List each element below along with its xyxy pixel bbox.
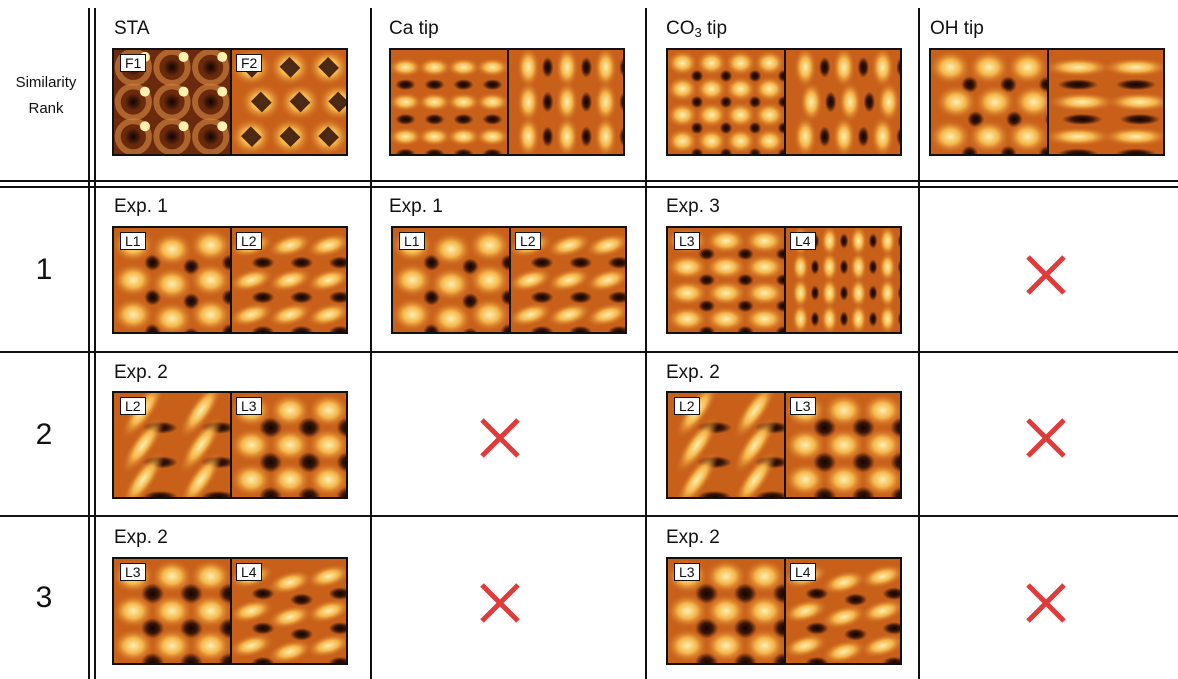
similarity-label-line-1: Similarity <box>15 74 77 91</box>
no-match-x-icon <box>480 418 520 458</box>
image-tag: L3 <box>790 397 816 415</box>
header-separator-a <box>0 180 1178 182</box>
image-tag: L2 <box>120 397 146 415</box>
experiment-image <box>786 228 900 332</box>
reference-image-pair-ca-tip <box>389 48 625 156</box>
reference-image-pair-oh-tip <box>929 48 1165 156</box>
reference-image-f2 <box>232 50 346 154</box>
image-tag: L2 <box>674 397 700 415</box>
experiment-label: Exp. 2 <box>114 527 168 548</box>
column-divider-2 <box>645 8 647 679</box>
experiment-image-pair: L2 L3 <box>666 391 902 499</box>
experiment-image-pair: L1 L2 <box>391 226 627 334</box>
experiment-image <box>114 393 230 497</box>
no-match-x-icon <box>1026 255 1066 295</box>
column-divider-1 <box>370 8 372 679</box>
reference-image-oh-left <box>931 50 1047 154</box>
reference-image-ca-left <box>391 50 507 154</box>
experiment-image-pair: L2 L3 <box>112 391 348 499</box>
image-tag: L2 <box>515 232 541 250</box>
image-tag: L3 <box>674 232 700 250</box>
experiment-label: Exp. 2 <box>114 362 168 383</box>
image-tag: L4 <box>790 232 816 250</box>
experiment-label: Exp. 2 <box>666 362 720 383</box>
row-separator-1 <box>0 351 1178 353</box>
column-title-ca-tip: Ca tip <box>389 18 439 39</box>
rank-column-divider-b <box>94 8 96 679</box>
reference-image-pair-sta: F1 F2 <box>112 48 348 156</box>
experiment-label: Exp. 1 <box>389 196 443 217</box>
reference-image-ca-right <box>509 50 623 154</box>
experiment-image <box>232 393 346 497</box>
image-tag: L3 <box>674 563 700 581</box>
image-tag: L4 <box>236 563 262 581</box>
rank-number-1: 1 <box>35 253 53 286</box>
column-title-oh-tip: OH tip <box>930 18 984 39</box>
column-divider-3 <box>918 8 920 679</box>
image-tag: L4 <box>790 563 816 581</box>
experiment-image <box>786 559 900 663</box>
experiment-image-pair: L1 L2 <box>112 226 348 334</box>
row-separator-2 <box>0 515 1178 517</box>
experiment-label: Exp. 2 <box>666 527 720 548</box>
image-tag: L1 <box>120 232 146 250</box>
no-match-x-icon <box>480 583 520 623</box>
no-match-x-icon <box>1026 418 1066 458</box>
image-tag: L2 <box>236 232 262 250</box>
rank-column-divider-a <box>88 8 90 679</box>
rank-number-2: 2 <box>35 418 53 451</box>
no-match-x-icon <box>1026 583 1066 623</box>
header-separator-b <box>0 186 1178 188</box>
column-title-sta: STA <box>114 18 150 39</box>
experiment-image <box>114 228 230 332</box>
reference-image-co3-left <box>668 50 784 154</box>
experiment-image-pair: L3 L4 <box>666 557 902 665</box>
image-tag: L3 <box>236 397 262 415</box>
reference-image-co3-right <box>786 50 900 154</box>
experiment-label: Exp. 1 <box>114 196 168 217</box>
image-tag: F2 <box>236 54 263 72</box>
image-tag: L1 <box>399 232 425 250</box>
image-tag: F1 <box>120 54 147 72</box>
rank-number-3: 3 <box>35 581 53 614</box>
reference-image-oh-right <box>1049 50 1163 154</box>
reference-image-pair-co3-tip <box>666 48 902 156</box>
experiment-label: Exp. 3 <box>666 196 720 217</box>
experiment-image-pair: L3 L4 <box>112 557 348 665</box>
column-title-co3-tip: CO3 tip <box>666 18 728 40</box>
similarity-label-line-2: Rank <box>28 100 64 117</box>
image-tag: L3 <box>120 563 146 581</box>
similarity-rank-label: Similarity Rank <box>0 70 92 122</box>
experiment-image-pair: L3 L4 <box>666 226 902 334</box>
